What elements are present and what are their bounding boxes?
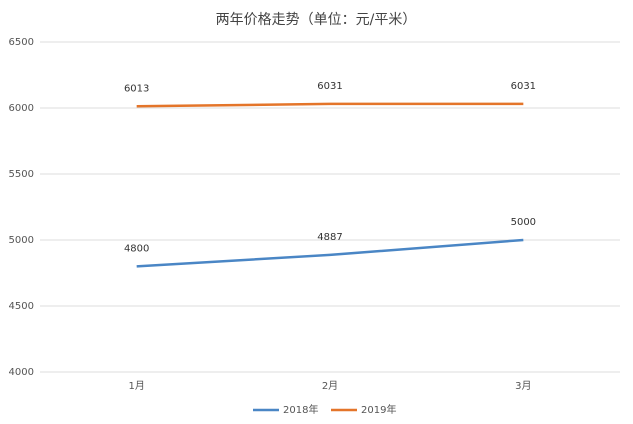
y-tick-label: 6500 — [9, 37, 34, 48]
data-label: 5000 — [511, 217, 536, 228]
data-label: 4887 — [317, 232, 342, 243]
y-tick-label: 5000 — [9, 235, 34, 246]
series-line — [136, 102, 524, 108]
x-tick-label: 3月 — [515, 380, 531, 392]
y-tick-label: 6000 — [9, 103, 34, 114]
series-line — [136, 238, 524, 268]
x-tick-label: 2月 — [322, 380, 338, 392]
chart-title: 两年价格走势（单位：元/平米） — [216, 12, 417, 28]
data-label: 6013 — [124, 83, 149, 94]
legend-label: 2018年 — [283, 403, 318, 416]
legend-label: 2019年 — [361, 403, 396, 416]
data-label: 6031 — [317, 81, 342, 92]
data-label: 4800 — [124, 243, 149, 254]
x-tick-label: 1月 — [128, 380, 144, 392]
data-label: 6031 — [511, 81, 536, 92]
y-tick-label: 4000 — [9, 367, 34, 378]
y-tick-label: 5500 — [9, 169, 34, 180]
y-tick-label: 4500 — [9, 301, 34, 312]
